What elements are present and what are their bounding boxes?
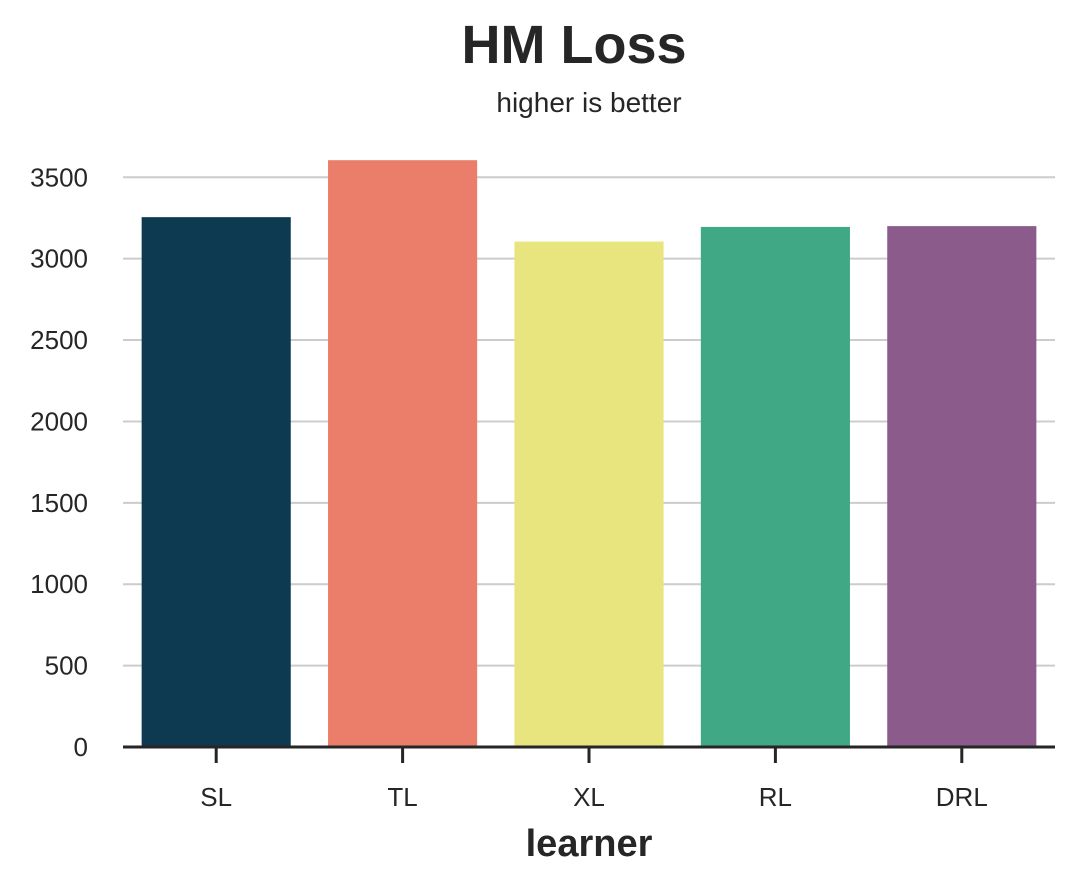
y-tick-label: 3500 [30, 162, 88, 192]
x-tick-label: RL [759, 782, 792, 812]
bars [141, 160, 1037, 748]
x-tick-label: TL [387, 782, 417, 812]
bar-tl [328, 160, 478, 748]
y-tick-label: 1000 [30, 569, 88, 599]
x-axis-label: learner [526, 823, 653, 865]
chart-subtitle: higher is better [496, 87, 681, 118]
y-axis-ticks: 0 500 1000 1500 2000 2500 3000 3500 [30, 162, 88, 762]
x-axis-ticks: SL TL XL RL DRL [200, 747, 988, 812]
bar-sl [141, 217, 291, 748]
bar-drl [887, 226, 1037, 748]
bar-rl [700, 226, 850, 748]
chart-title: HM Loss [461, 15, 686, 75]
y-tick-label: 2500 [30, 325, 88, 355]
y-tick-label: 2000 [30, 406, 88, 436]
x-tick-label: DRL [936, 782, 988, 812]
x-tick-label: XL [573, 782, 605, 812]
y-tick-label: 3000 [30, 244, 88, 274]
x-tick-label: SL [200, 782, 232, 812]
y-tick-label: 0 [74, 732, 88, 762]
bar-xl [514, 241, 664, 747]
y-tick-label: 500 [45, 651, 88, 681]
y-tick-label: 1500 [30, 488, 88, 518]
